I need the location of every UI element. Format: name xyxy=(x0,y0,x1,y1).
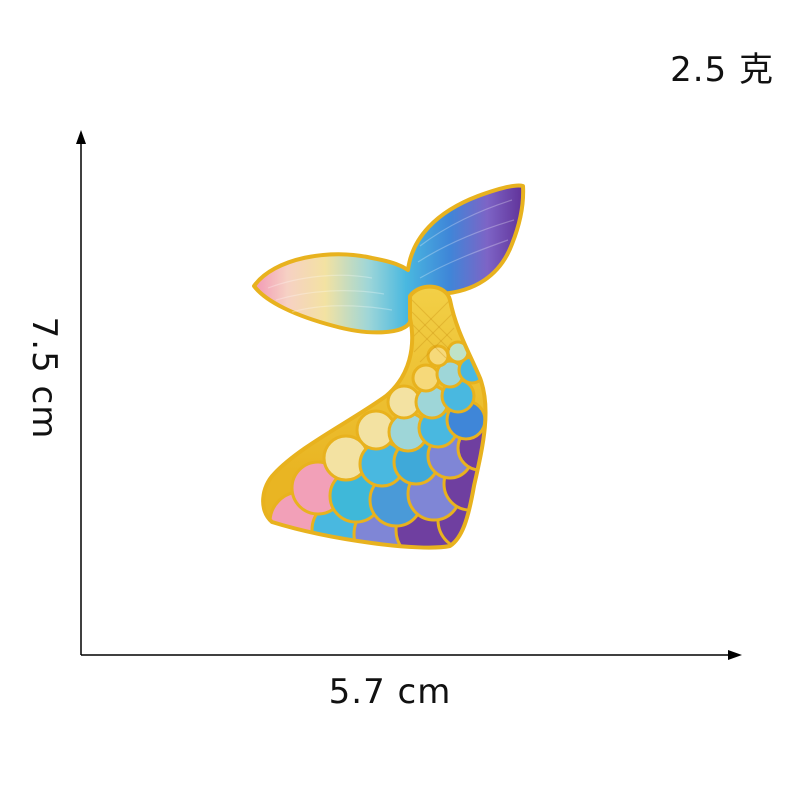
weight-label: 2.5 克 xyxy=(670,50,774,90)
fin-stitch-texture xyxy=(267,199,515,313)
horizontal-axis-arrow-icon xyxy=(728,650,742,660)
tail-fin xyxy=(252,183,526,335)
height-dimension-label: 7.5 cm xyxy=(24,316,64,440)
stem-crosshatch-texture xyxy=(411,299,455,363)
vertical-axis-arrow-icon xyxy=(76,130,86,144)
tail-outline xyxy=(261,284,488,550)
width-dimension-label: 5.7 cm xyxy=(328,672,452,712)
